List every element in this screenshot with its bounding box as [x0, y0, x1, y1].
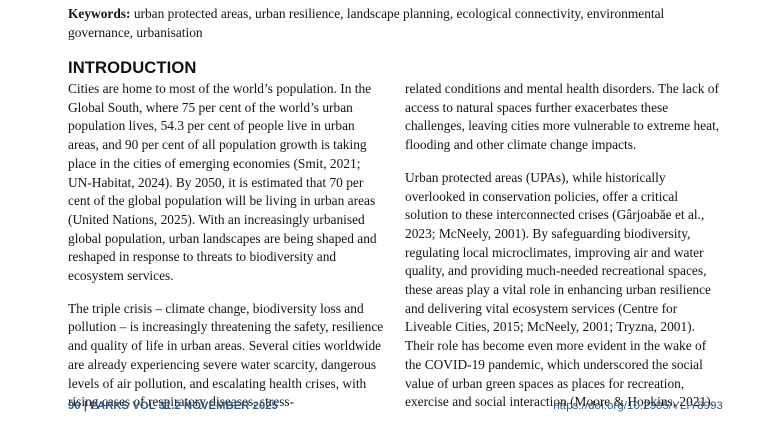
- keywords-block: Keywords: urban protected areas, urban r…: [68, 5, 722, 42]
- body-column-right: related conditions and mental health dis…: [405, 80, 723, 412]
- page-footer: 90 | PARKS VOL 31.2 NOVEMBER 2025 https:…: [68, 400, 723, 412]
- paragraph: Cities are home to most of the world’s p…: [68, 81, 377, 284]
- section-heading-introduction: INTRODUCTION: [68, 58, 197, 77]
- footer-doi-link[interactable]: https://doi.org/10.2305/YLIY8993: [553, 400, 723, 412]
- paragraph: Urban protected areas (UPAs), while hist…: [405, 169, 715, 410]
- paragraph: related conditions and mental health dis…: [405, 81, 720, 153]
- paragraph: The triple crisis – climate change, biod…: [68, 300, 384, 410]
- keywords-text: urban protected areas, urban resilience,…: [68, 6, 665, 40]
- body-column-left: Cities are home to most of the world’s p…: [68, 80, 386, 412]
- keywords-label: Keywords:: [68, 6, 131, 21]
- footer-folio: 90 | PARKS VOL 31.2 NOVEMBER 2025: [68, 400, 278, 412]
